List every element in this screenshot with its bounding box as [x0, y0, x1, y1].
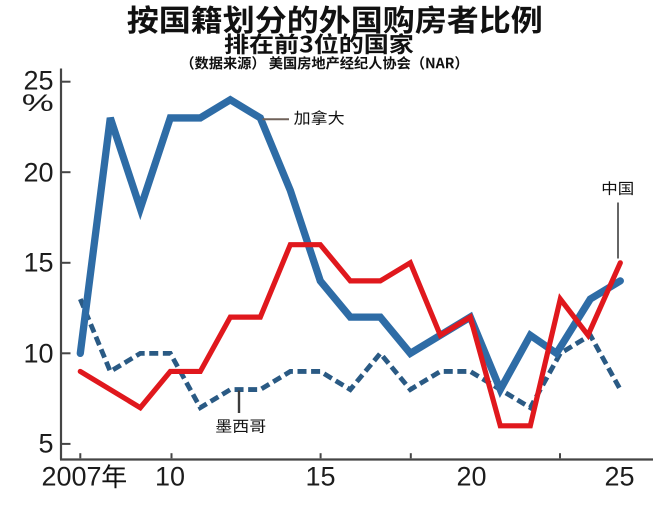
svg-text:10: 10: [23, 338, 53, 368]
svg-text:2007: 2007: [42, 461, 102, 491]
svg-text:5: 5: [38, 429, 53, 459]
svg-text:15: 15: [305, 461, 335, 491]
svg-text:10: 10: [155, 461, 185, 491]
svg-text:15: 15: [23, 248, 53, 278]
svg-text:%: %: [22, 90, 54, 117]
svg-text:25: 25: [604, 461, 634, 491]
svg-text:20: 20: [23, 157, 53, 187]
svg-text:25: 25: [23, 66, 53, 96]
svg-text:20: 20: [456, 461, 486, 491]
